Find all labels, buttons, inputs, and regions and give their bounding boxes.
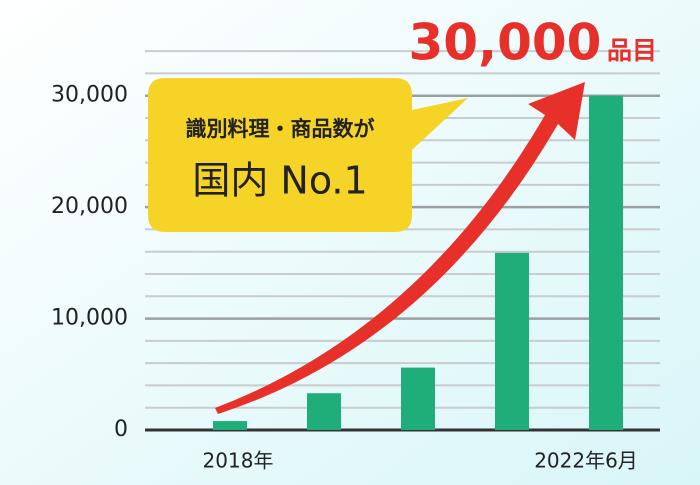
bar [495, 252, 529, 430]
y-tick-label: 30,000 [51, 83, 128, 108]
bar [213, 421, 247, 430]
callout [148, 78, 468, 232]
growth-arrow [215, 82, 585, 414]
chart-title: 30,000 [409, 14, 602, 72]
bar [589, 95, 623, 430]
callout-line-2: 国内 No.1 [192, 159, 367, 203]
x-tick-label: 2022年6月 [534, 449, 638, 473]
callout-line-1: 識別料理・商品数が [186, 117, 375, 141]
y-tick-label: 20,000 [51, 194, 128, 219]
x-tick-label: 2018年 [203, 449, 274, 473]
bar [401, 367, 435, 430]
bar [307, 393, 341, 430]
bars: 2018年 2022年6月 [203, 95, 638, 473]
y-tick-label: 10,000 [51, 306, 128, 331]
y-tick-label: 0 [114, 417, 128, 442]
title-unit: 品目 [607, 36, 657, 65]
